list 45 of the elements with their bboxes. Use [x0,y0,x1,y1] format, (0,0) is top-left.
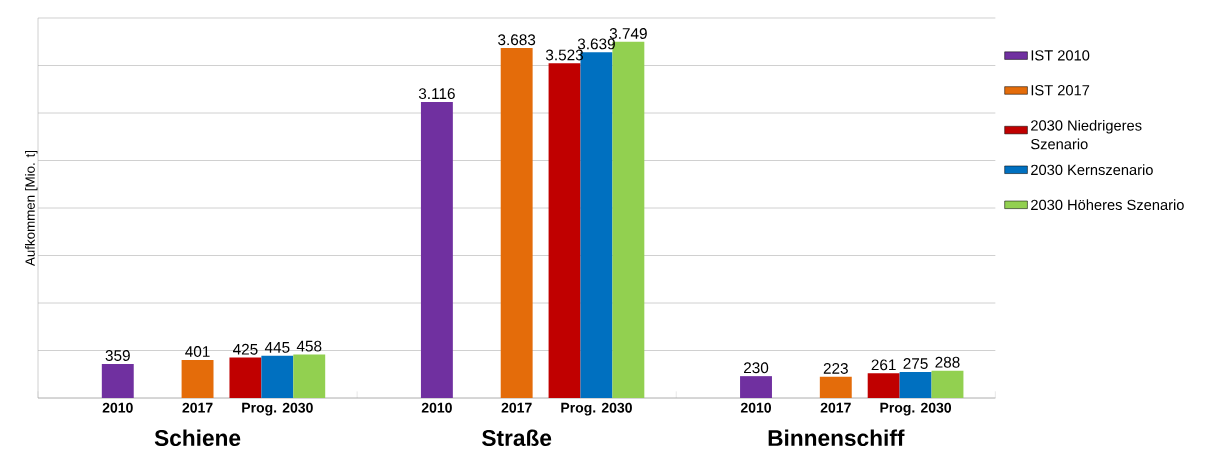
bar [740,376,772,398]
data-label: 288 [935,356,960,368]
bar [181,359,214,398]
bar [229,357,262,398]
data-label: 401 [185,346,210,357]
bar [293,354,326,398]
data-label: 3.683 [498,34,536,46]
bar [500,48,533,398]
x-tick-label: 2017 [820,402,851,413]
x-tick-label: 2017 [501,402,532,413]
y-axis-title: Aufkommen [Mio. t] [25,150,38,267]
legend-label: 2030 Niedrigeres Szenario [1031,119,1142,150]
bar [420,101,453,398]
x-tick-label: Prog. 2030 [242,402,313,416]
data-label: 445 [264,342,290,353]
data-label: 458 [296,340,322,352]
x-tick-label: Prog. 2030 [561,402,632,416]
x-tick-label: Prog. 2030 [880,402,952,416]
text: Schiene [154,429,241,447]
bar [931,370,964,398]
x-tick-label: 2010 [740,402,771,413]
data-label: 359 [105,350,130,361]
bar [261,355,294,398]
data-label: 275 [903,358,928,369]
x-tick-label: 2010 [421,402,452,413]
data-label: 3.639 [577,38,615,50]
bar [101,363,134,398]
bar [899,371,932,398]
text: Binnenschiff [768,429,905,447]
legend-label: 2030 Höheres Szenario [1031,199,1184,211]
data-label: 3.116 [418,88,455,100]
bar [867,373,900,398]
data-label: 425 [232,343,258,355]
legend-label: IST 2010 [1031,50,1090,61]
bar [819,376,852,398]
bar [548,63,581,398]
x-tick-label: 2017 [182,402,213,413]
x-tick-label: 2010 [102,402,133,413]
data-label: 223 [823,363,848,374]
data-label: 230 [743,362,769,374]
legend-label: 2030 Kernszenario [1031,164,1153,176]
data-label: 261 [871,359,896,371]
legend-label: IST 2017 [1031,85,1090,96]
text: Straße [482,429,552,447]
data-label: 3.749 [609,28,647,39]
